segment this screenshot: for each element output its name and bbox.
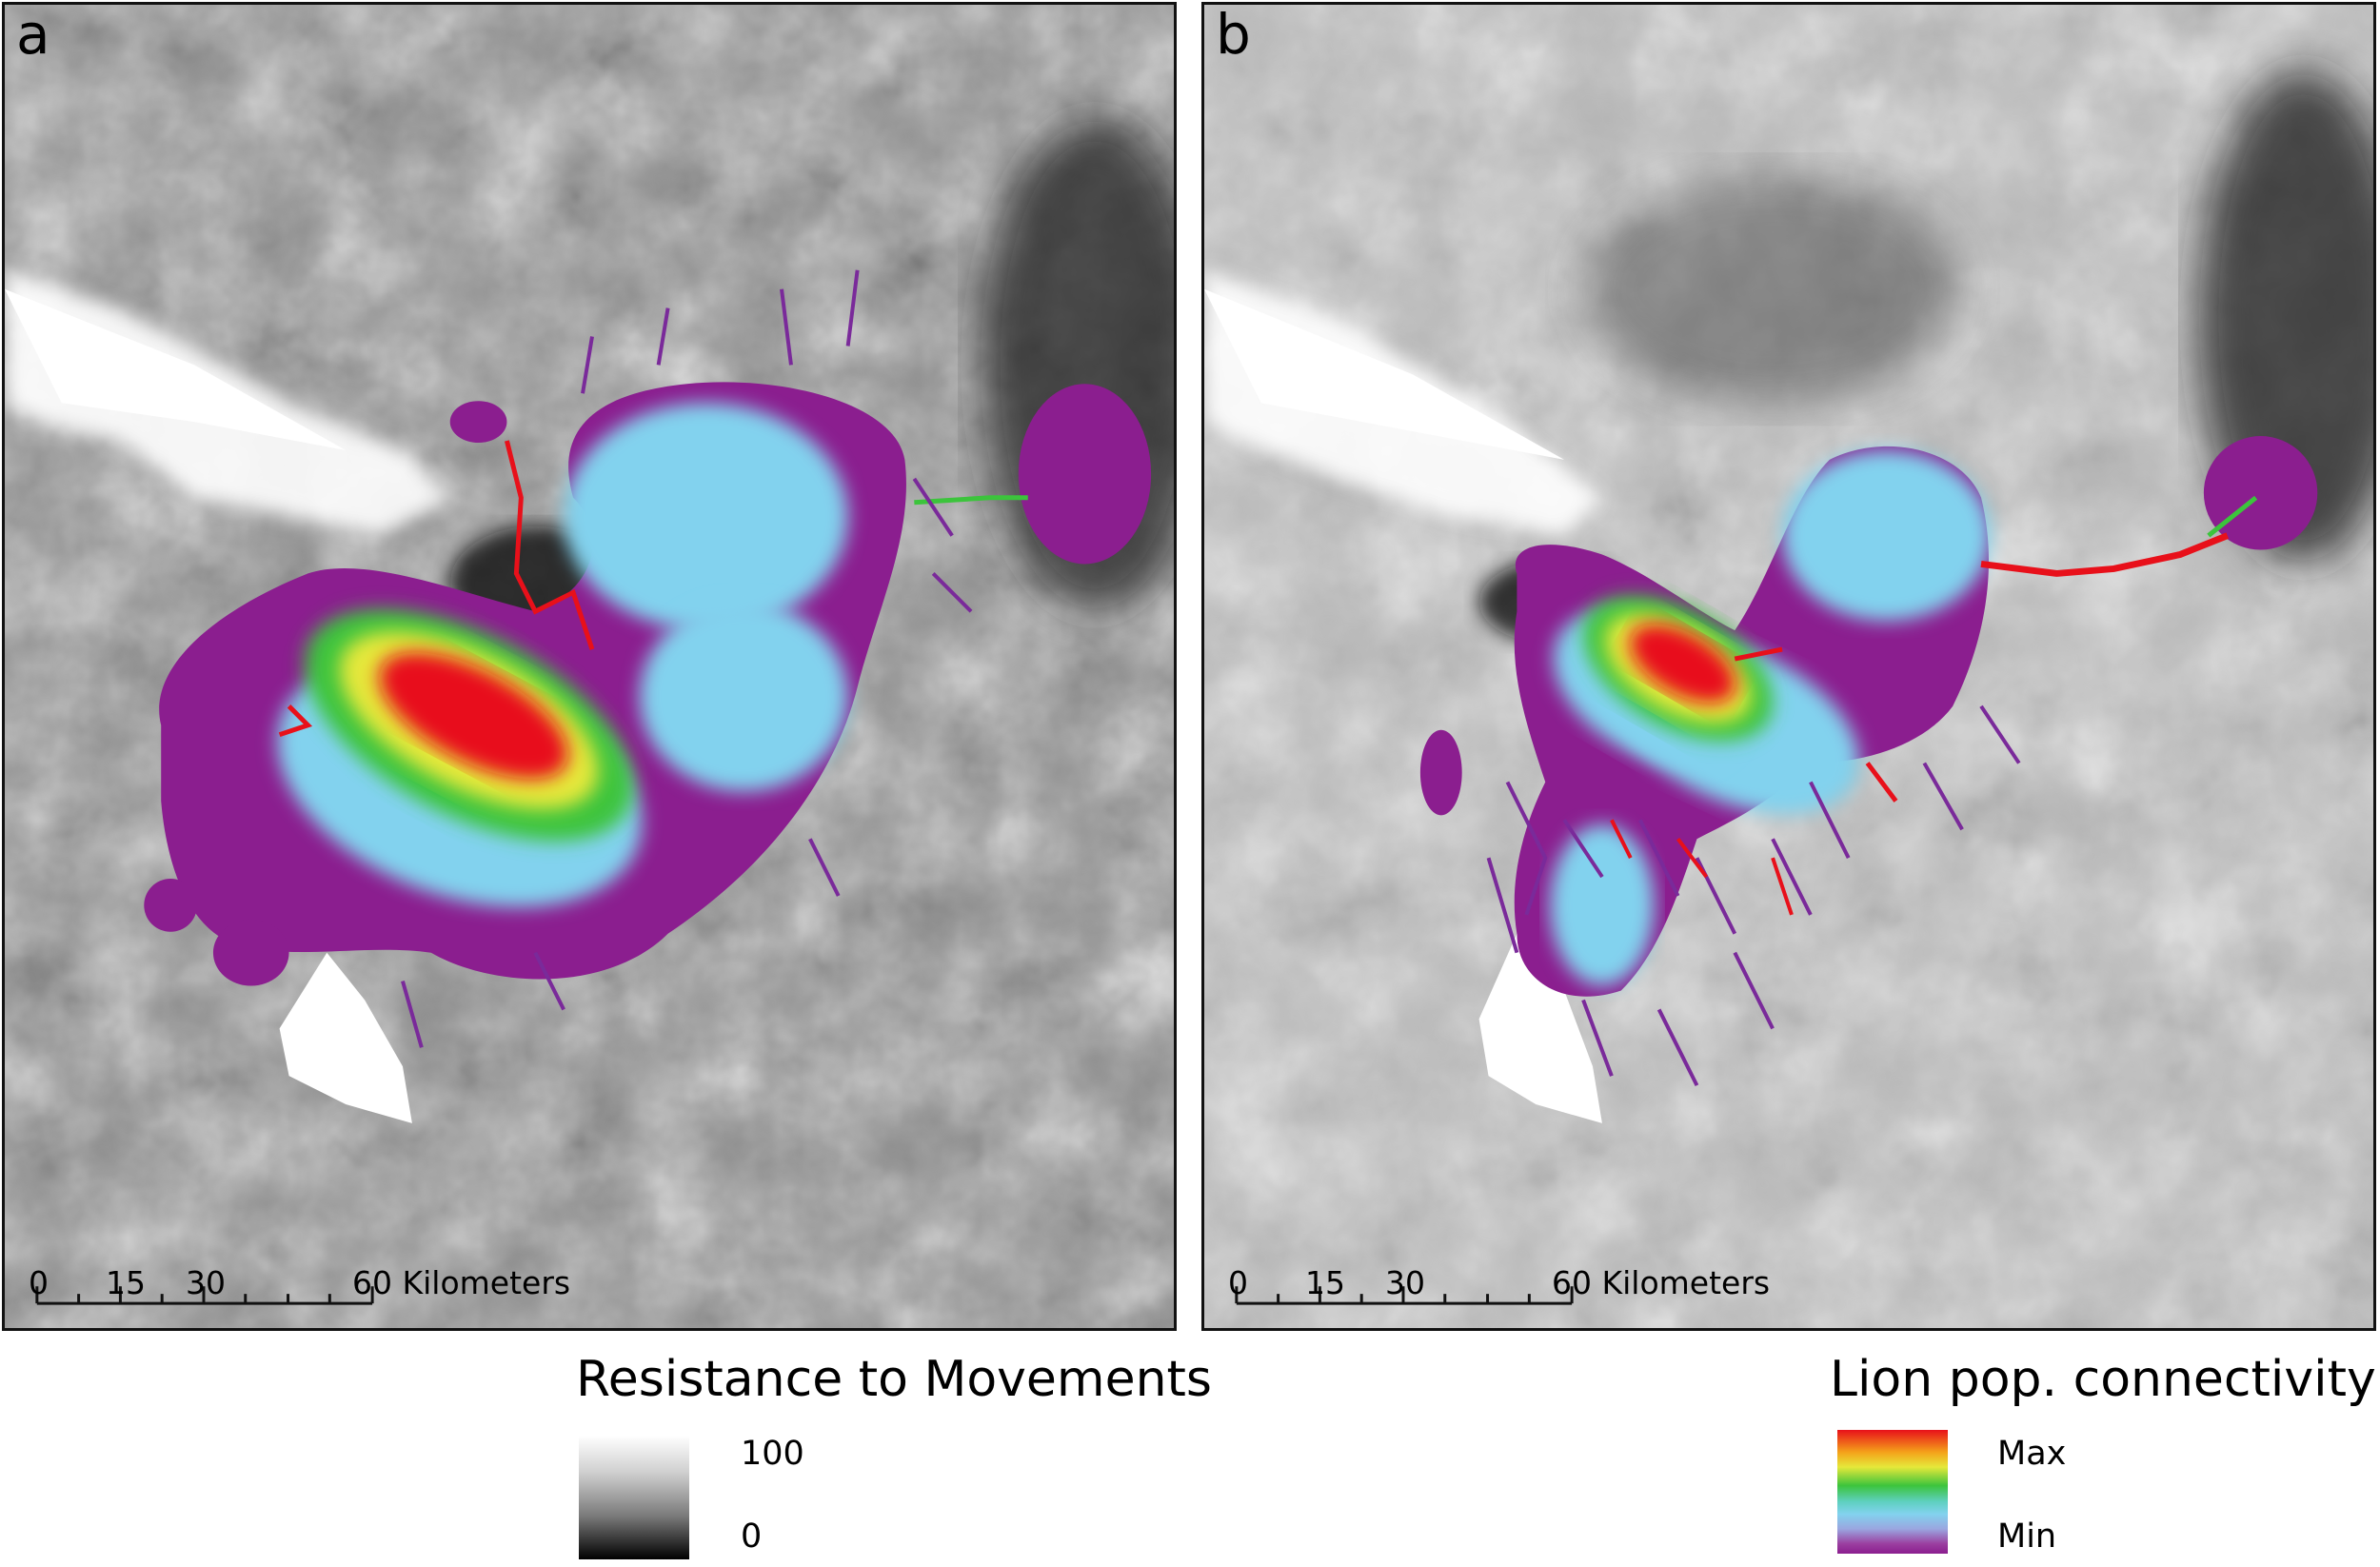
connectivity-max-label: Max xyxy=(1997,1435,2067,1473)
corridors-b xyxy=(1486,495,2258,1086)
connectivity-surface-a xyxy=(144,382,1152,986)
panel-letter-a: a xyxy=(16,2,50,67)
resistance-map-b xyxy=(1204,5,2373,1328)
scale-label-60-km: 60 Kilometers xyxy=(352,1264,571,1301)
scale-label-15: 15 xyxy=(106,1264,146,1301)
scale-label-15: 15 xyxy=(1305,1264,1345,1301)
connectivity-gradient-bar xyxy=(1837,1430,1948,1554)
corridors-a xyxy=(278,269,1028,1048)
resistance-legend-title: Resistance to Movements xyxy=(576,1351,1213,1408)
scale-label-30: 30 xyxy=(186,1264,226,1301)
resistance-gradient-bar xyxy=(579,1436,689,1559)
resistance-map-a xyxy=(5,5,1174,1328)
panel-letter-b: b xyxy=(1216,2,1251,67)
connectivity-min-label: Min xyxy=(1997,1517,2057,1556)
resistance-max-label: 100 xyxy=(741,1435,804,1473)
scale-label-0: 0 xyxy=(1228,1264,1248,1301)
resistance-min-label: 0 xyxy=(741,1517,763,1556)
scale-label-30: 30 xyxy=(1385,1264,1425,1301)
connectivity-legend-title: Lion pop. connectivity xyxy=(1830,1351,2376,1408)
scale-label-60-km: 60 Kilometers xyxy=(1552,1264,1771,1301)
connectivity-surface-b xyxy=(1419,436,2318,997)
map-panel-a: a 0 15 30 60 Kilometers xyxy=(2,2,1177,1331)
scale-label-0: 0 xyxy=(29,1264,49,1301)
map-panel-b: b 0 15 30 60 Kilometers xyxy=(1201,2,2376,1331)
